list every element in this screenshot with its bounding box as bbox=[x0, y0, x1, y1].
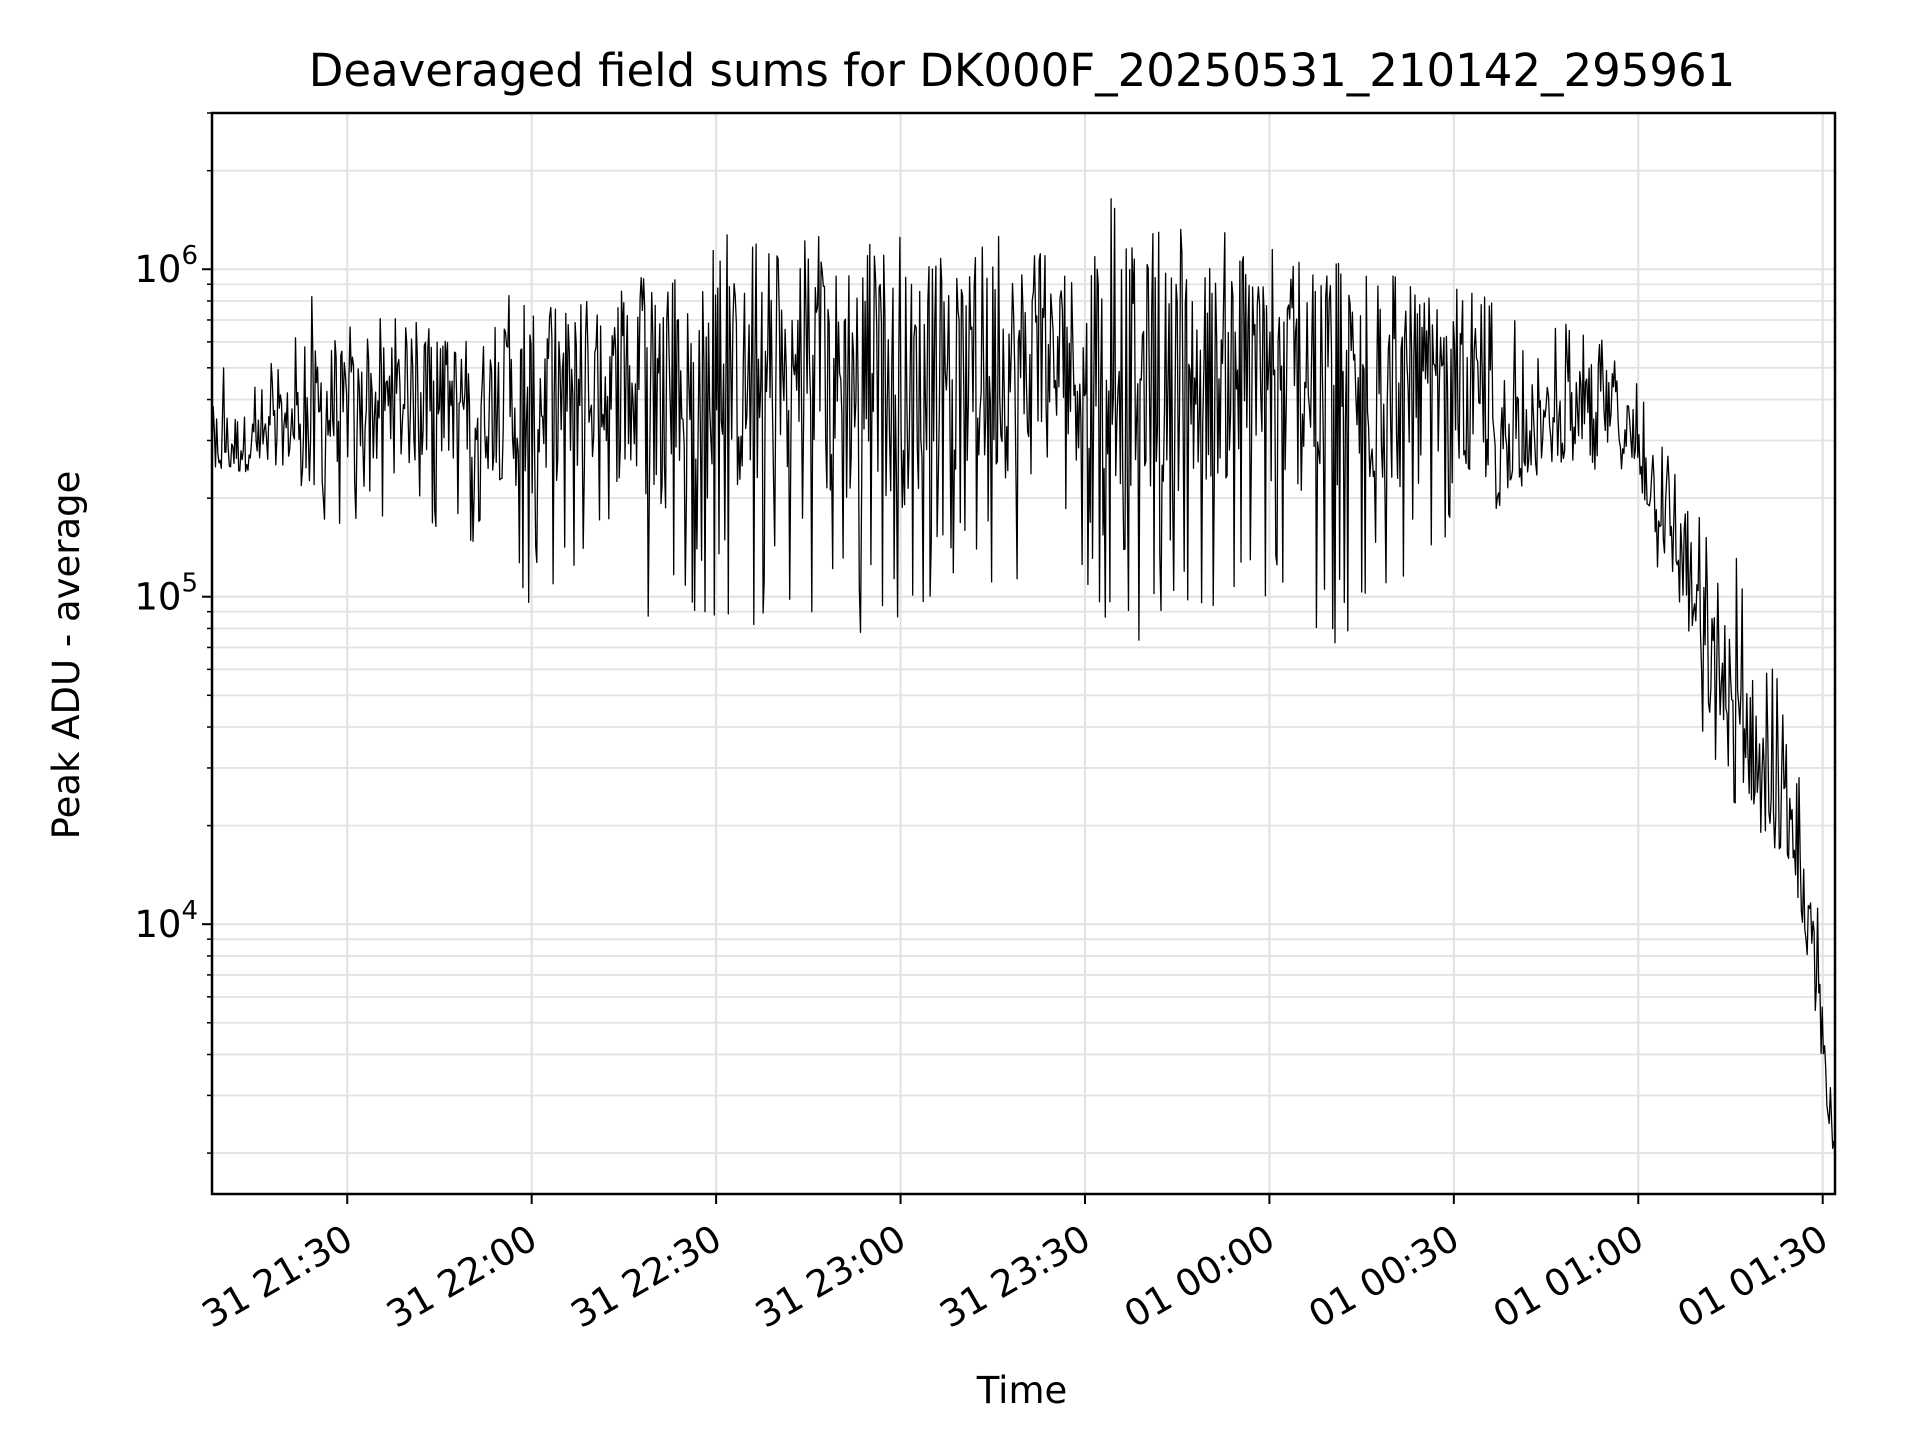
plot-frame bbox=[210, 111, 1837, 1196]
chart-title: Deaveraged field sums for DK000F_2025053… bbox=[309, 44, 1736, 97]
y-axis-label: Peak ADU - average bbox=[45, 471, 88, 840]
y-tick-label: 104 bbox=[134, 896, 198, 946]
series-layer bbox=[211, 198, 1836, 1149]
x-axis-label: Time bbox=[976, 1369, 1068, 1412]
y-tick-labels: 104 105 106 bbox=[134, 241, 198, 946]
y-tick-label: 106 bbox=[134, 241, 198, 291]
series-line bbox=[211, 198, 1836, 1149]
y-tick-label: 105 bbox=[134, 569, 198, 619]
tick-marks bbox=[202, 112, 1824, 1204]
